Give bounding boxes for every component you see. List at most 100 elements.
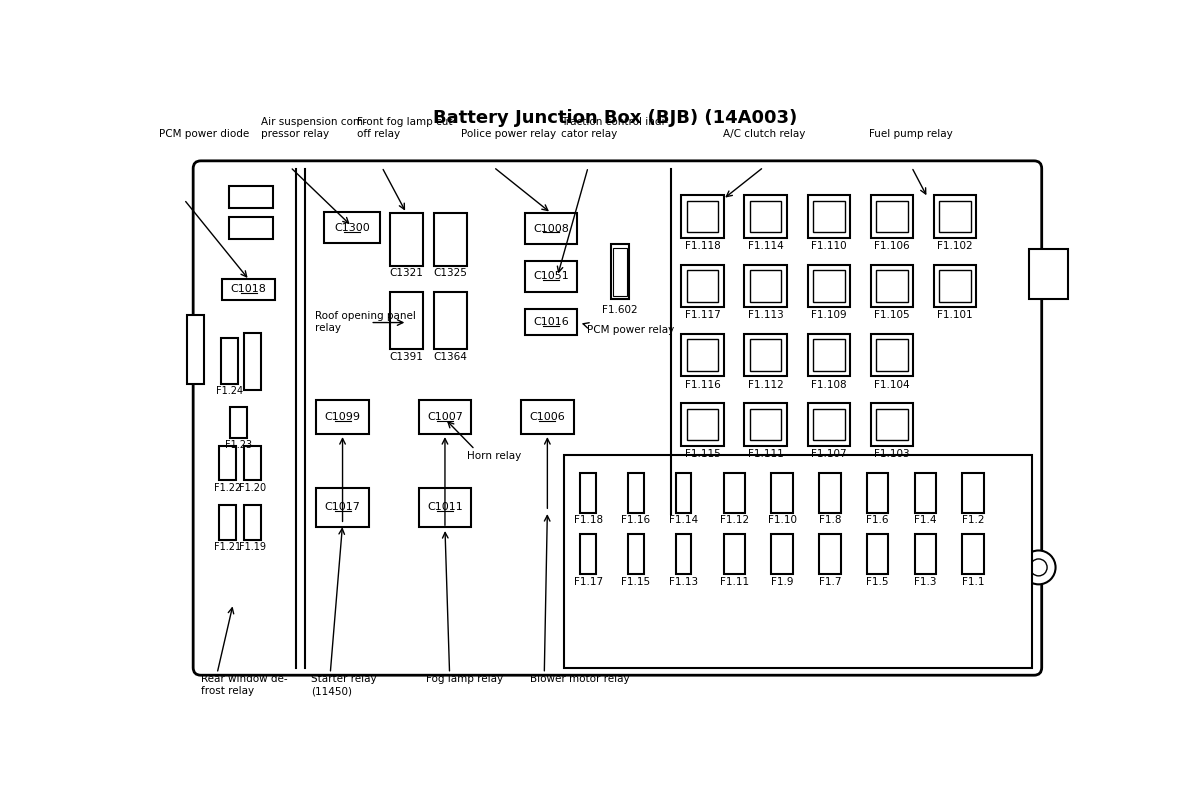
Bar bbox=[877, 409, 908, 440]
Text: F1.104: F1.104 bbox=[874, 379, 909, 390]
Bar bbox=[435, 292, 466, 350]
Bar bbox=[580, 534, 596, 574]
Text: F1.116: F1.116 bbox=[685, 379, 721, 390]
Bar bbox=[681, 196, 724, 238]
Bar bbox=[324, 212, 380, 243]
Bar bbox=[676, 534, 692, 574]
Text: C1300: C1300 bbox=[334, 223, 370, 233]
Bar bbox=[745, 334, 787, 377]
Bar bbox=[681, 403, 724, 446]
Text: F1.103: F1.103 bbox=[874, 449, 909, 459]
Bar bbox=[745, 403, 787, 446]
Bar bbox=[228, 186, 274, 207]
Bar bbox=[563, 455, 1032, 668]
Text: C1321: C1321 bbox=[389, 268, 424, 278]
Bar bbox=[525, 309, 578, 335]
Text: F1.24: F1.24 bbox=[216, 386, 243, 397]
Bar bbox=[228, 217, 274, 238]
Bar bbox=[419, 488, 471, 526]
Text: C1364: C1364 bbox=[434, 352, 467, 362]
Bar bbox=[220, 505, 237, 540]
Text: C1017: C1017 bbox=[324, 502, 360, 512]
Text: F1.11: F1.11 bbox=[719, 576, 749, 587]
Text: Air suspension com-
pressor relay: Air suspension com- pressor relay bbox=[261, 117, 366, 138]
Text: F1.14: F1.14 bbox=[669, 515, 698, 525]
Bar bbox=[934, 265, 976, 307]
Bar bbox=[771, 534, 793, 574]
Text: C1008: C1008 bbox=[533, 223, 569, 234]
Bar bbox=[749, 409, 782, 440]
Bar bbox=[871, 334, 913, 377]
Text: C1006: C1006 bbox=[530, 412, 566, 422]
Circle shape bbox=[1030, 559, 1047, 576]
Bar bbox=[580, 473, 596, 513]
Bar bbox=[745, 196, 787, 238]
Text: F1.22: F1.22 bbox=[214, 483, 241, 493]
Bar bbox=[681, 265, 724, 307]
Text: C1016: C1016 bbox=[533, 317, 569, 328]
Text: F1.109: F1.109 bbox=[811, 310, 847, 320]
Text: F1.15: F1.15 bbox=[621, 576, 651, 587]
Text: Fuel pump relay: Fuel pump relay bbox=[870, 129, 952, 138]
Text: F1.101: F1.101 bbox=[937, 310, 973, 320]
Text: F1.117: F1.117 bbox=[685, 310, 721, 320]
Bar bbox=[871, 196, 913, 238]
Bar bbox=[749, 201, 782, 232]
Text: Traction control indi-
cator relay: Traction control indi- cator relay bbox=[561, 117, 669, 138]
Text: F1.4: F1.4 bbox=[914, 515, 937, 525]
Bar bbox=[435, 213, 466, 266]
Bar bbox=[807, 265, 850, 307]
Bar bbox=[244, 505, 261, 540]
Bar bbox=[221, 338, 238, 384]
Text: F1.19: F1.19 bbox=[239, 542, 265, 552]
Bar bbox=[819, 473, 841, 513]
Bar bbox=[419, 400, 471, 434]
Bar bbox=[231, 407, 247, 438]
Text: F1.18: F1.18 bbox=[574, 515, 603, 525]
Text: F1.10: F1.10 bbox=[767, 515, 796, 525]
Text: F1.17: F1.17 bbox=[574, 576, 603, 587]
Text: F1.1: F1.1 bbox=[962, 576, 985, 587]
Bar bbox=[613, 248, 627, 296]
Bar bbox=[628, 534, 644, 574]
Text: F1.9: F1.9 bbox=[771, 576, 794, 587]
Bar bbox=[187, 315, 204, 384]
Text: F1.108: F1.108 bbox=[811, 379, 847, 390]
Text: PCM power relay: PCM power relay bbox=[586, 325, 674, 335]
Bar bbox=[724, 534, 746, 574]
Circle shape bbox=[1022, 550, 1056, 584]
Bar bbox=[244, 446, 261, 480]
Bar bbox=[521, 400, 574, 434]
Bar bbox=[222, 279, 275, 301]
Bar bbox=[871, 403, 913, 446]
Text: F1.111: F1.111 bbox=[748, 449, 783, 459]
Text: F1.106: F1.106 bbox=[874, 241, 909, 251]
Bar bbox=[877, 339, 908, 371]
Text: F1.13: F1.13 bbox=[669, 576, 698, 587]
Text: F1.8: F1.8 bbox=[819, 515, 841, 525]
Bar bbox=[807, 196, 850, 238]
Text: C1011: C1011 bbox=[428, 502, 462, 512]
Bar bbox=[749, 270, 782, 302]
Bar bbox=[687, 270, 718, 302]
Bar bbox=[871, 265, 913, 307]
Text: F1.20: F1.20 bbox=[239, 483, 265, 493]
Bar bbox=[962, 534, 984, 574]
Bar bbox=[807, 334, 850, 377]
Text: F1.21: F1.21 bbox=[214, 542, 241, 552]
Bar bbox=[316, 488, 369, 526]
Bar bbox=[867, 534, 889, 574]
Bar bbox=[877, 270, 908, 302]
Bar bbox=[687, 409, 718, 440]
Text: F1.5: F1.5 bbox=[866, 576, 889, 587]
Bar bbox=[819, 534, 841, 574]
Text: Front fog lamp cut-
off relay: Front fog lamp cut- off relay bbox=[357, 117, 456, 138]
Bar bbox=[610, 244, 629, 300]
Bar bbox=[813, 339, 844, 371]
Text: Blower motor relay: Blower motor relay bbox=[531, 674, 631, 684]
Bar bbox=[807, 403, 850, 446]
Text: F1.113: F1.113 bbox=[748, 310, 783, 320]
Text: C1051: C1051 bbox=[533, 271, 569, 281]
Text: C1018: C1018 bbox=[231, 285, 267, 294]
Bar bbox=[628, 473, 644, 513]
